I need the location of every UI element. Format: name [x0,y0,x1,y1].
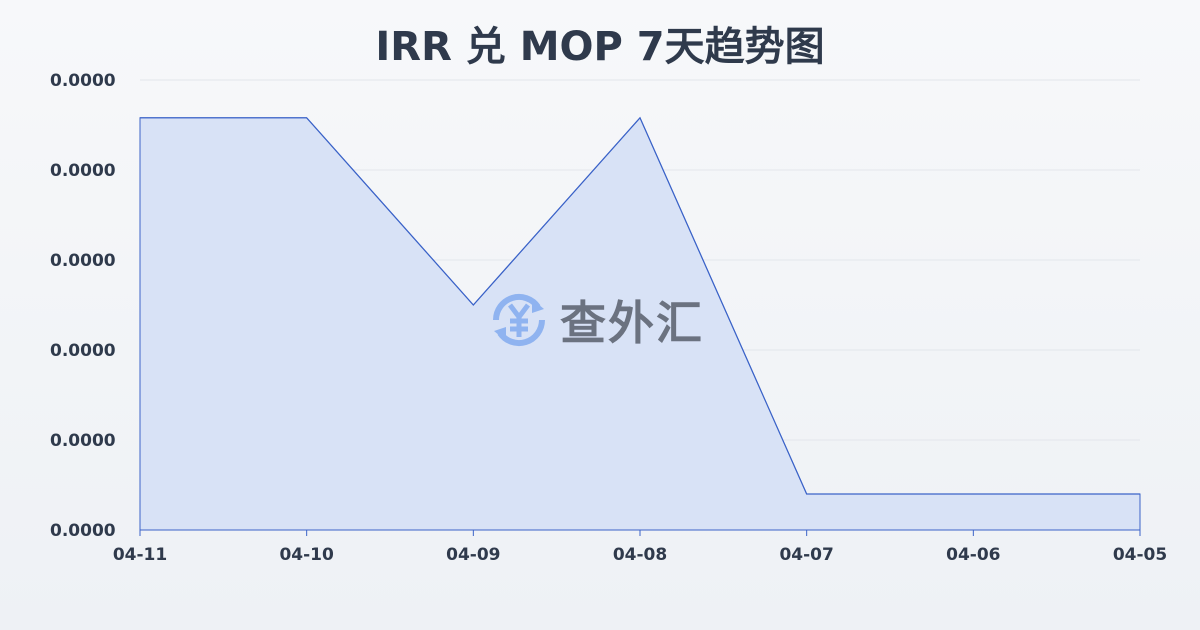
watermark: 查外汇 [488,287,704,353]
y-tick-label: 0.0000 [50,71,116,91]
y-tick-label: 0.0000 [50,521,116,541]
yen-exchange-icon [492,293,546,347]
chart-title: IRR 兑 MOP 7天趋势图 [375,24,825,70]
y-tick-label: 0.0000 [50,431,116,451]
x-tick-label: 04-05 [1113,545,1167,565]
x-tick-label: 04-08 [613,545,667,565]
x-tick-label: 04-11 [113,545,167,565]
x-tick-label: 04-09 [446,545,500,565]
x-tick-label: 04-10 [279,545,334,565]
x-tick-label: 04-06 [946,545,1000,565]
x-tick-label: 04-07 [779,545,833,565]
y-tick-label: 0.0000 [50,161,116,181]
y-tick-label: 0.0000 [50,341,116,361]
y-tick-label: 0.0000 [50,251,116,271]
watermark-text: 查外汇 [560,296,704,350]
